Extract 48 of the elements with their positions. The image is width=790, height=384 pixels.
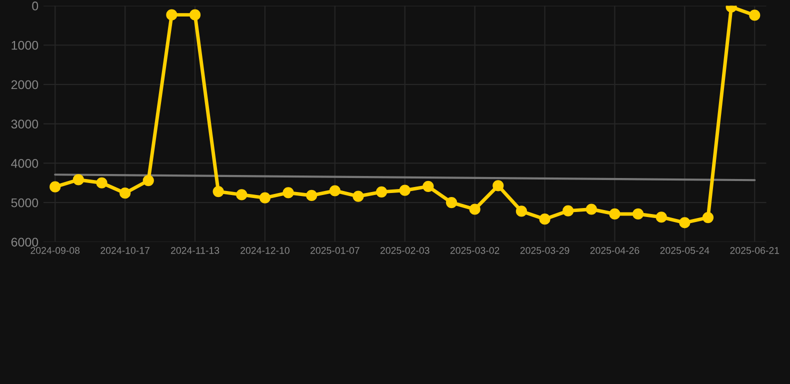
point	[679, 217, 690, 228]
y-tick-label: 4000	[11, 159, 38, 168]
x-tick-label: 2025-03-29	[520, 247, 570, 254]
point	[516, 206, 528, 217]
point	[50, 181, 61, 192]
x-tick-label: 2024-12-10	[240, 247, 290, 254]
x-tick-label: 2025-02-03	[380, 247, 430, 254]
y-tick-label: 0	[32, 2, 38, 10]
y-tick-label: 3000	[11, 120, 38, 128]
point	[469, 204, 480, 215]
point	[352, 190, 364, 202]
point	[142, 174, 154, 186]
point	[96, 177, 108, 188]
point	[166, 9, 178, 20]
point	[422, 180, 434, 192]
point	[259, 192, 271, 204]
point	[492, 180, 504, 192]
y-tick-label: 6000	[11, 238, 38, 247]
x-tick-label: 2024-11-13	[171, 247, 220, 254]
point	[120, 188, 131, 199]
point	[609, 208, 620, 220]
y-tick-label: 1000	[12, 40, 38, 50]
point	[329, 185, 340, 196]
point	[376, 186, 388, 198]
point	[749, 10, 760, 21]
point	[586, 204, 597, 215]
point	[446, 197, 458, 208]
point	[72, 174, 84, 186]
point	[189, 9, 201, 20]
x-tick-label: 2025-06-21	[730, 247, 780, 254]
x-tick-label: 2024-09-08	[30, 247, 80, 254]
point	[656, 212, 667, 223]
x-tick-label: 2025-03-02	[450, 247, 500, 254]
point	[539, 214, 550, 225]
point	[282, 187, 294, 198]
x-tick-label: 2025-04-26	[590, 247, 640, 254]
point	[562, 205, 574, 216]
y-tick-label: 2000	[11, 80, 38, 90]
point	[399, 184, 410, 196]
x-tick-label: 2024-10-17	[100, 247, 150, 254]
point	[212, 186, 224, 198]
x-tick-label: 2025-05-24	[660, 247, 710, 254]
x-tick-label: 2025-01-07	[310, 247, 360, 254]
point	[702, 212, 714, 224]
point	[632, 208, 644, 220]
point	[236, 189, 248, 200]
y-tick-label: 5000	[11, 198, 38, 208]
point	[306, 190, 318, 202]
